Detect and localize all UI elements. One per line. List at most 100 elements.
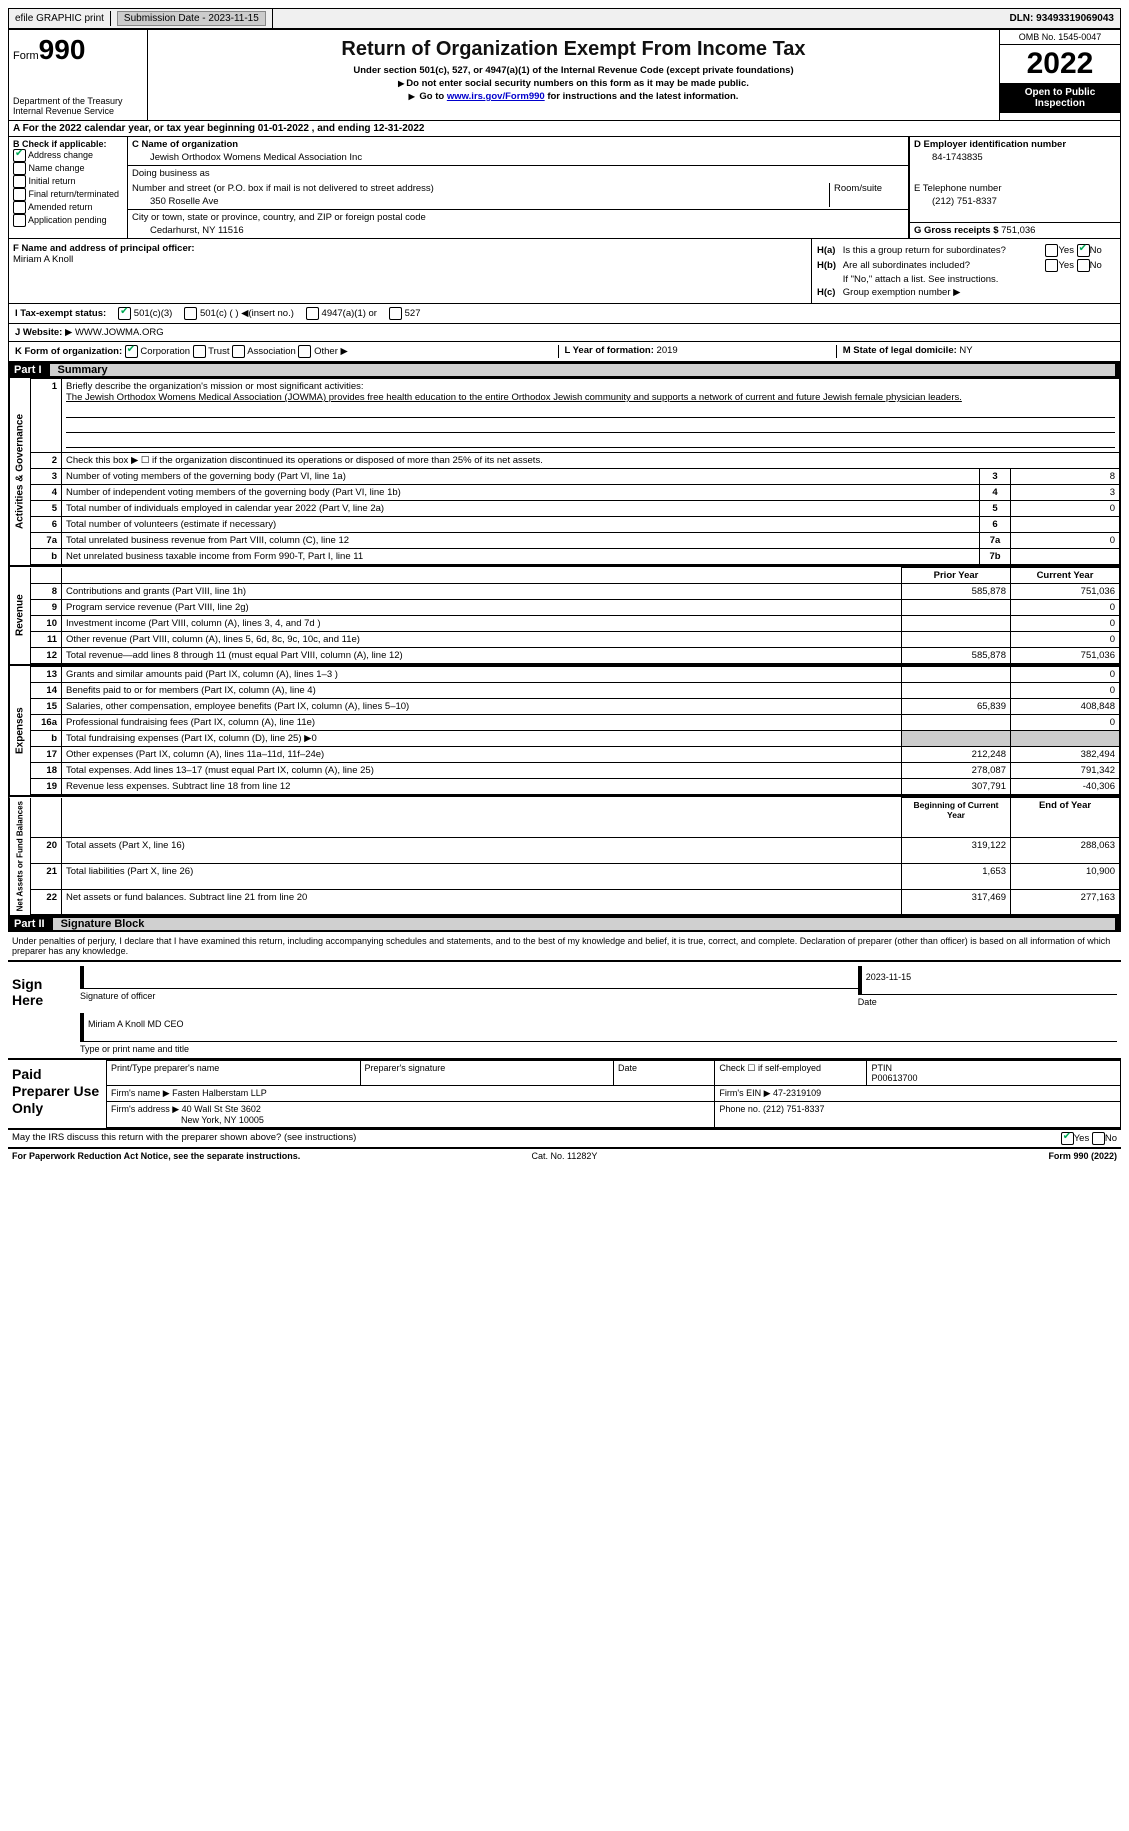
gross-cell: G Gross receipts $ 751,036	[910, 223, 1120, 238]
line-10: Investment income (Part VIII, column (A)…	[62, 616, 902, 632]
line-21: Total liabilities (Part X, line 26)	[62, 863, 902, 889]
discuss-yesno: Yes No	[1061, 1132, 1117, 1145]
subtitle-3: Go to www.irs.gov/Form990 for instructio…	[152, 91, 995, 102]
firm-ein-label: Firm's EIN ▶	[719, 1088, 770, 1098]
discuss-text: May the IRS discuss this return with the…	[12, 1132, 1061, 1145]
hc-text: Group exemption number ▶	[842, 286, 1116, 299]
efile-label: efile GRAPHIC print	[9, 11, 111, 26]
firm-name-label: Firm's name ▶	[111, 1088, 170, 1098]
row-j: J Website: ▶ WWW.JOWMA.ORG	[8, 324, 1121, 342]
form-title: Return of Organization Exempt From Incom…	[152, 38, 995, 61]
line-9: Program service revenue (Part VIII, line…	[62, 600, 902, 616]
officer-label: F Name and address of principal officer:	[13, 243, 195, 254]
date-label: Date	[858, 997, 877, 1007]
opt-initial-return: Initial return	[13, 175, 123, 188]
firm-name: Fasten Halberstam LLP	[172, 1088, 267, 1098]
firm-ein: 47-2319109	[773, 1088, 821, 1098]
hc-label: H(c)	[816, 286, 842, 299]
line-8: Contributions and grants (Part VIII, lin…	[62, 584, 902, 600]
sign-date: 2023-11-15	[858, 966, 1117, 995]
dba-cell: Doing business as	[128, 166, 908, 181]
dept-label: Department of the Treasury	[13, 96, 143, 106]
line-17: Other expenses (Part IX, column (A), lin…	[62, 747, 902, 763]
hb-text: Are all subordinates included?	[842, 258, 1045, 273]
omb-number: OMB No. 1545-0047	[1000, 30, 1120, 45]
firm-city: New York, NY 10005	[111, 1115, 264, 1125]
paid-preparer-block: Paid Preparer Use Only Print/Type prepar…	[8, 1060, 1121, 1130]
opt-final-return: Final return/terminated	[13, 188, 123, 201]
vtab-netassets: Net Assets or Fund Balances	[9, 797, 30, 915]
preparer-sig-label: Preparer's signature	[360, 1061, 614, 1086]
ptin-label: PTIN	[871, 1063, 892, 1073]
discuss-row: May the IRS discuss this return with the…	[8, 1130, 1121, 1149]
submission-button[interactable]: Submission Date - 2023-11-15	[117, 11, 266, 26]
firm-addr: 40 Wall St Ste 3602	[182, 1104, 261, 1114]
netassets-section: Net Assets or Fund Balances Beginning of…	[8, 795, 1121, 916]
sign-here-label: Sign Here	[8, 962, 76, 1058]
city-cell: City or town, state or province, country…	[128, 210, 908, 238]
line-11: Other revenue (Part VIII, column (A), li…	[62, 632, 902, 648]
mission-text: The Jewish Orthodox Womens Medical Assoc…	[66, 392, 962, 403]
tax-year: 2022	[1000, 45, 1120, 83]
hb-yesno: Yes No	[1044, 258, 1116, 273]
line-2: Check this box ▶ ☐ if the organization d…	[62, 453, 1120, 469]
form990-link[interactable]: www.irs.gov/Form990	[447, 91, 545, 102]
hb-label: H(b)	[816, 258, 842, 273]
part-i-header: Part I Summary	[8, 362, 1121, 378]
line-16b: Total fundraising expenses (Part IX, col…	[62, 731, 902, 747]
line-22: Net assets or fund balances. Subtract li…	[62, 889, 902, 915]
ein-cell: D Employer identification number 84-1743…	[910, 137, 1120, 181]
block-b: B Check if applicable: Address change Na…	[8, 137, 1121, 239]
row-k: K Form of organization: Corporation Trus…	[8, 342, 1121, 362]
line-20: Total assets (Part X, line 16)	[62, 838, 902, 864]
line-18: Total expenses. Add lines 13–17 (must eq…	[62, 763, 902, 779]
vtab-revenue: Revenue	[9, 567, 30, 664]
print-name-label: Print/Type preparer's name	[107, 1061, 361, 1086]
line-16a: Professional fundraising fees (Part IX, …	[62, 715, 902, 731]
opt-amended: Amended return	[13, 201, 123, 214]
hb-note: If "No," attach a list. See instructions…	[842, 273, 1116, 286]
form-header: Form990 Department of the Treasury Inter…	[8, 29, 1121, 121]
opt-name-change: Name change	[13, 162, 123, 175]
end-year-header: End of Year	[1011, 798, 1120, 838]
inspection-label: Open to Public Inspection	[1000, 83, 1120, 113]
paid-phone: (212) 751-8337	[763, 1104, 825, 1114]
paid-phone-label: Phone no.	[719, 1104, 760, 1114]
vtab-activities: Activities & Governance	[9, 378, 30, 565]
street-cell: Number and street (or P.O. box if mail i…	[128, 181, 908, 210]
phone-cell: E Telephone number (212) 751-8337	[910, 181, 1120, 223]
activities-section: Activities & Governance 1 Briefly descri…	[8, 378, 1121, 565]
footer: For Paperwork Reduction Act Notice, see …	[8, 1149, 1121, 1163]
vtab-expenses: Expenses	[9, 666, 30, 795]
org-name-cell: C Name of organization Jewish Orthodox W…	[128, 137, 908, 166]
type-name-label: Type or print name and title	[80, 1044, 189, 1054]
paid-date-label: Date	[614, 1061, 715, 1086]
ha-label: H(a)	[816, 243, 842, 258]
part-ii-header: Part II Signature Block	[8, 916, 1121, 932]
block-fh: F Name and address of principal officer:…	[8, 239, 1121, 304]
paperwork-notice: For Paperwork Reduction Act Notice, see …	[12, 1151, 380, 1161]
officer-typed-name: Miriam A Knoll MD CEO	[88, 1019, 184, 1029]
line-3: Number of voting members of the governin…	[62, 469, 980, 485]
row-a: A For the 2022 calendar year, or tax yea…	[8, 121, 1121, 137]
officer-name: Miriam A Knoll	[13, 254, 73, 265]
line-7a: Total unrelated business revenue from Pa…	[62, 533, 980, 549]
prior-year-header: Prior Year	[902, 568, 1011, 584]
line-14: Benefits paid to or for members (Part IX…	[62, 683, 902, 699]
firm-addr-label: Firm's address ▶	[111, 1104, 179, 1114]
row-i: I Tax-exempt status: 501(c)(3) 501(c) ( …	[8, 304, 1121, 324]
form-number: Form990	[13, 34, 143, 66]
line-12: Total revenue—add lines 8 through 11 (mu…	[62, 648, 902, 664]
mission-label: Briefly describe the organization's miss…	[66, 381, 364, 392]
check-if-label: B Check if applicable:	[13, 139, 123, 149]
penalty-text: Under penalties of perjury, I declare th…	[8, 932, 1121, 962]
room-suite: Room/suite	[829, 183, 904, 207]
revenue-section: Revenue Prior YearCurrent Year 8Contribu…	[8, 565, 1121, 664]
subtitle-1: Under section 501(c), 527, or 4947(a)(1)…	[152, 65, 995, 76]
sign-block: Sign Here Signature of officer 2023-11-1…	[8, 962, 1121, 1060]
line-6: Total number of volunteers (estimate if …	[62, 517, 980, 533]
irs-label: Internal Revenue Service	[13, 106, 143, 116]
paid-preparer-label: Paid Preparer Use Only	[8, 1060, 106, 1128]
self-employed-check: Check ☐ if self-employed	[715, 1061, 867, 1086]
line-13: Grants and similar amounts paid (Part IX…	[62, 667, 902, 683]
